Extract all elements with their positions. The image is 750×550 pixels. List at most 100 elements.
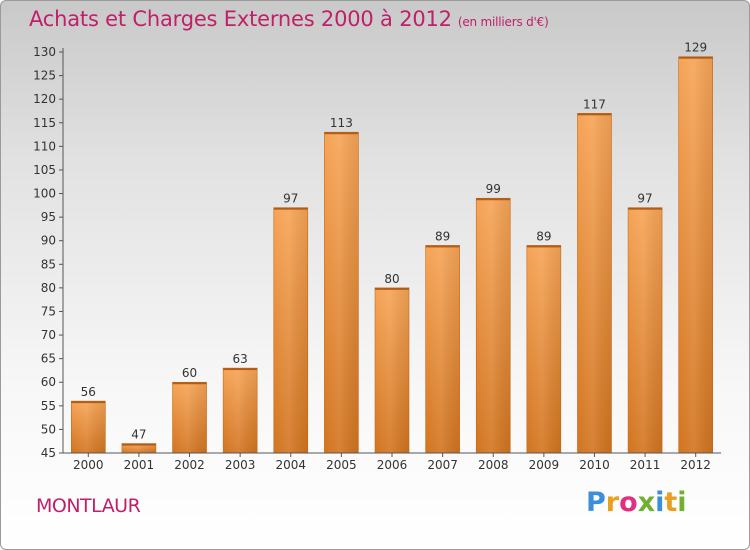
data-label-2002: 60 [182, 366, 197, 380]
bar-shine [678, 56, 713, 453]
bar-2004 [273, 207, 309, 454]
bar-top [172, 382, 207, 385]
data-label-2000: 56 [81, 385, 96, 399]
x-tick-label: 2006 [377, 458, 408, 472]
bar-shine [628, 207, 663, 453]
chart-title-text: Achats et Charges Externes 2000 à 2012 [29, 7, 452, 31]
bar-shine [425, 245, 460, 453]
x-axis: 2000 2001 2002 2003 2004 2005 2006 2007 2008 2009… [63, 452, 721, 472]
bar-top [121, 443, 156, 446]
bars [71, 56, 713, 454]
bar-top [324, 132, 359, 135]
bar-top [71, 401, 106, 404]
chart-title: Achats et Charges Externes 2000 à 2012 (e… [29, 7, 549, 31]
proxiti-logo[interactable]: Proxiti [586, 487, 687, 518]
y-tick-label: 95 [41, 210, 56, 224]
bar-2002 [172, 381, 207, 454]
y-tick-label: 115 [33, 116, 56, 130]
bar-shine [121, 443, 156, 453]
x-tick-label: 2001 [124, 458, 155, 472]
bar-top [375, 287, 409, 290]
bar-top [577, 113, 612, 116]
y-tick-label: 130 [33, 45, 56, 59]
bar-2005 [324, 131, 359, 454]
y-tick-label: 75 [41, 304, 56, 318]
data-label-2012: 129 [684, 41, 707, 55]
bar-2001 [121, 443, 157, 454]
x-tick-label: 2004 [275, 458, 306, 472]
y-axis: 45 50 55 60 65 70 75 80 85 90 95 100 105 110 115 120 125… [33, 45, 64, 460]
y-tick-label: 90 [41, 234, 56, 248]
x-tick-label: 2003 [225, 458, 256, 472]
commune-name: MONTLAUR [36, 495, 141, 517]
data-label-2011: 97 [637, 192, 652, 206]
bar-2006 [374, 287, 410, 454]
bar-2011 [627, 207, 663, 454]
y-tick-label: 125 [33, 69, 56, 83]
logo-letter: P [586, 487, 606, 518]
data-label-2010: 117 [583, 97, 606, 111]
x-tick-label: 2009 [529, 458, 560, 472]
bar-2000 [71, 400, 106, 454]
bar-top [476, 198, 511, 201]
data-label-2001: 47 [131, 428, 146, 442]
bar-2009 [526, 245, 562, 454]
logo-letter: i [677, 487, 687, 518]
data-labels: 56 47 60 63 97 113 80 89 99 89 117 97 129 [81, 41, 707, 442]
y-tick-label: 110 [33, 139, 56, 153]
y-tick-label: 100 [33, 187, 56, 201]
bar-shine [476, 198, 511, 453]
y-tick-label: 55 [41, 399, 56, 413]
y-tick-label: 120 [33, 92, 56, 106]
bar-2007 [425, 245, 460, 454]
y-tick-label: 85 [41, 257, 56, 271]
y-tick-label: 80 [41, 281, 56, 295]
y-tick-label: 70 [41, 328, 56, 342]
chart-subtitle: (en milliers d'€) [457, 15, 549, 29]
data-label-2006: 80 [384, 272, 399, 286]
bar-shine [375, 287, 409, 453]
bar-shine [324, 132, 359, 453]
y-tick-label: 45 [41, 446, 56, 460]
bar-shine [172, 382, 207, 453]
bar-shine [577, 113, 612, 454]
x-tick-label: 2011 [630, 458, 661, 472]
logo-letter: i [655, 487, 665, 518]
x-tick-label: 2012 [680, 458, 711, 472]
data-label-2009: 89 [536, 229, 551, 243]
y-tick-label: 105 [33, 163, 56, 177]
bar-top [526, 245, 561, 248]
logo-letter: r [605, 487, 620, 518]
y-tick-label: 65 [41, 352, 56, 366]
data-label-2003: 63 [233, 352, 248, 366]
bar-top [628, 207, 663, 210]
bar-2003 [222, 367, 258, 454]
bar-top [425, 245, 460, 248]
bar-shine [526, 245, 561, 453]
bar-top [678, 56, 713, 59]
bar-2012 [678, 56, 713, 454]
data-label-2008: 99 [486, 182, 501, 196]
bar-shine [273, 207, 308, 453]
data-label-2005: 113 [330, 116, 353, 130]
x-tick-label: 2000 [73, 458, 104, 472]
data-label-2007: 89 [435, 229, 450, 243]
bar-top [273, 207, 308, 210]
bar-shine [223, 368, 258, 453]
logo-letter: x [637, 487, 656, 518]
bar-2008 [475, 197, 511, 454]
y-tick-label: 60 [41, 375, 56, 389]
bar-shine [71, 401, 106, 453]
y-tick-label: 50 [41, 422, 56, 436]
x-tick-label: 2005 [326, 458, 357, 472]
x-tick-label: 2007 [427, 458, 458, 472]
bar-2010 [577, 113, 612, 454]
data-label-2004: 97 [283, 192, 298, 206]
bar-top [223, 368, 258, 371]
logo-letter: t [664, 487, 678, 518]
logo-letter: o [619, 487, 638, 518]
x-tick-label: 2008 [478, 458, 509, 472]
x-tick-label: 2002 [174, 458, 205, 472]
